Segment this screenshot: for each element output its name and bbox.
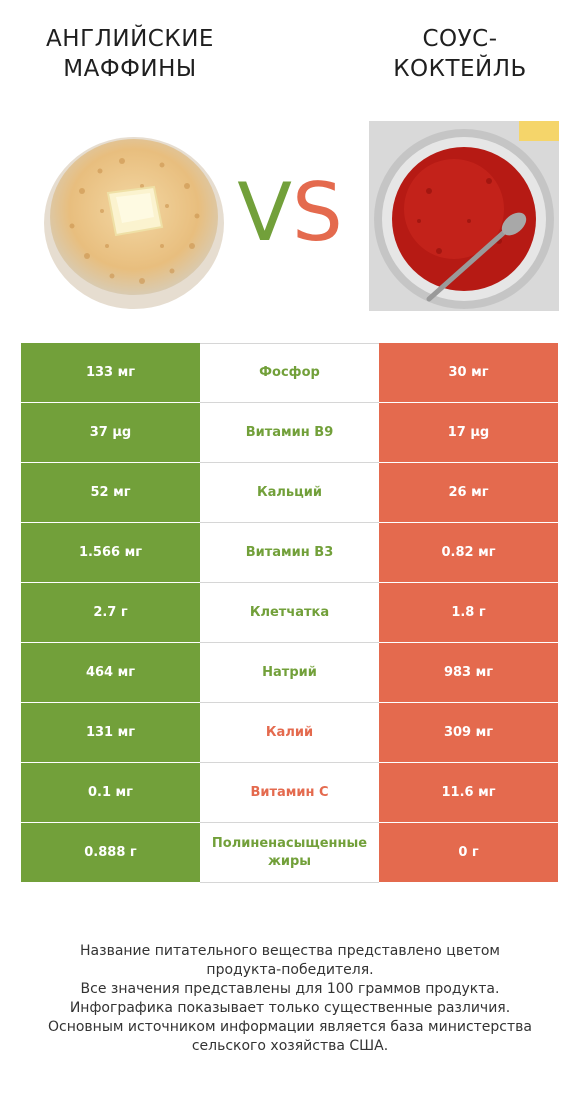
left-value: 131 мг <box>21 703 200 762</box>
right-value: 0 г <box>379 823 558 882</box>
nutrient-row: 0.1 мг Витамин C 11.6 мг <box>21 763 558 823</box>
nutrient-name: Витамин C <box>200 763 379 823</box>
nutrient-name: Витамин B9 <box>200 403 379 463</box>
right-value: 26 мг <box>379 463 558 522</box>
nutrient-row: 0.888 г Полиненасыщенные жиры 0 г <box>21 823 558 883</box>
nutrient-row: 52 мг Кальций 26 мг <box>21 463 558 523</box>
right-value: 30 мг <box>379 343 558 402</box>
right-value: 983 мг <box>379 643 558 702</box>
footer-line-1: Название питательного вещества представл… <box>80 943 500 959</box>
nutrient-row: 37 µg Витамин B9 17 µg <box>21 403 558 463</box>
left-value: 2.7 г <box>21 583 200 642</box>
nutrient-name: Кальций <box>200 463 379 523</box>
nutrient-row: 464 мг Натрий 983 мг <box>21 643 558 703</box>
nutrient-comparison-table: 133 мг Фосфор 30 мг 37 µg Витамин B9 17 µg 52 … <box>21 343 558 883</box>
left-value: 0.1 мг <box>21 763 200 822</box>
footer-notes: Название питательного вещества представл… <box>20 942 560 1056</box>
versus-label: VS <box>228 168 352 258</box>
right-value: 0.82 мг <box>379 523 558 582</box>
right-value: 309 мг <box>379 703 558 762</box>
vs-v-letter: V <box>237 166 292 259</box>
nutrient-name: Фосфор <box>200 343 379 403</box>
left-value: 37 µg <box>21 403 200 462</box>
nutrient-name: Натрий <box>200 643 379 703</box>
right-value: 17 µg <box>379 403 558 462</box>
left-title-line-2: МАФФИНЫ <box>63 56 197 82</box>
left-value: 52 мг <box>21 463 200 522</box>
nutrient-name: Полиненасыщенные жиры <box>200 823 379 883</box>
left-value: 133 мг <box>21 343 200 402</box>
right-title-line-2: КОКТЕЙЛЬ <box>393 56 527 82</box>
footer-line-5: Основным источником информации является … <box>48 1019 532 1035</box>
right-food-title: СОУС- КОКТЕЙЛЬ <box>360 24 560 84</box>
footer-line-3: Все значения представлены для 100 граммо… <box>80 981 500 997</box>
nutrient-name: Клетчатка <box>200 583 379 643</box>
nutrient-row: 1.566 мг Витамин B3 0.82 мг <box>21 523 558 583</box>
nutrient-row: 131 мг Калий 309 мг <box>21 703 558 763</box>
vs-s-letter: S <box>291 166 343 259</box>
footer-line-4: Инфографика показывает только существенн… <box>69 1000 511 1016</box>
left-title-line-1: АНГЛИЙСКИЕ <box>46 26 214 52</box>
footer-line-2: продукта-победителя. <box>206 962 374 978</box>
nutrient-row: 133 мг Фосфор 30 мг <box>21 343 558 403</box>
left-value: 464 мг <box>21 643 200 702</box>
nutrient-name: Витамин B3 <box>200 523 379 583</box>
right-value: 11.6 мг <box>379 763 558 822</box>
left-food-title: АНГЛИЙСКИЕ МАФФИНЫ <box>20 24 240 84</box>
nutrient-row: 2.7 г Клетчатка 1.8 г <box>21 583 558 643</box>
left-value: 1.566 мг <box>21 523 200 582</box>
english-muffin-image <box>44 137 224 309</box>
footer-line-6: сельского хозяйства США. <box>191 1038 389 1054</box>
right-value: 1.8 г <box>379 583 558 642</box>
nutrient-name: Калий <box>200 703 379 763</box>
cocktail-sauce-image <box>369 121 559 311</box>
left-value: 0.888 г <box>21 823 200 882</box>
right-title-line-1: СОУС- <box>422 26 498 52</box>
